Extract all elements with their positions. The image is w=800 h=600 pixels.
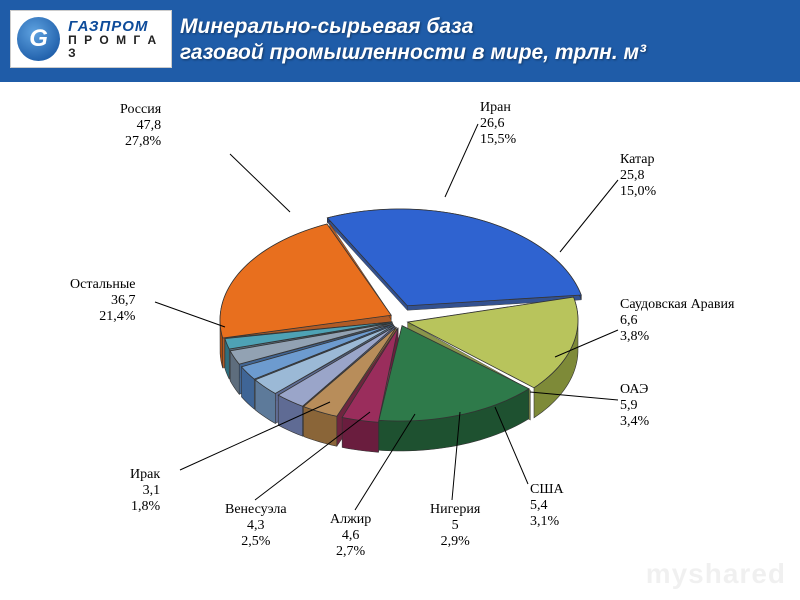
slice-name: Иран: [480, 100, 511, 115]
slice-pct: 2,9%: [441, 534, 470, 549]
slice-label: США5,43,1%: [530, 482, 564, 530]
slice-value: 25,8: [620, 168, 645, 183]
slice-label: ОАЭ5,93,4%: [620, 382, 649, 430]
slice-value: 5: [452, 518, 459, 533]
slide: G ГАЗПРОМ П Р О М Г А З Минерально-сырье…: [0, 0, 800, 600]
slice-label: Ирак3,11,8%: [130, 467, 160, 515]
logo-line1: ГАЗПРОМ: [68, 19, 171, 35]
slice-label: Иран26,615,5%: [480, 100, 516, 148]
slice-name: Катар: [620, 152, 655, 167]
slice-label: Россия47,827,8%: [120, 102, 161, 150]
slice-label: Остальные36,721,4%: [70, 277, 135, 325]
slice-name: Ирак: [130, 467, 160, 482]
slice-name: Россия: [120, 102, 161, 117]
slice-pct: 2,7%: [336, 544, 365, 559]
slice-pct: 3,4%: [620, 414, 649, 429]
slice-name: Венесуэла: [225, 502, 287, 517]
slice-label: Катар25,815,0%: [620, 152, 656, 200]
slice-pct: 27,8%: [125, 134, 161, 149]
slice-label: Саудовская Аравия6,63,8%: [620, 297, 734, 345]
slice-value: 5,9: [620, 398, 638, 413]
slice-pct: 2,5%: [241, 534, 270, 549]
chart-area: myshared Россия47,827,8% Иран26,615,5% Кат…: [0, 82, 800, 600]
logo-glyph: G: [17, 17, 60, 61]
slice-value: 4,6: [342, 528, 360, 543]
slice-value: 36,7: [111, 293, 136, 308]
slice-label: Венесуэла4,32,5%: [225, 502, 287, 550]
watermark: myshared: [646, 558, 786, 590]
slice-pct: 15,0%: [620, 184, 656, 199]
slice-name: ОАЭ: [620, 382, 648, 397]
slice-value: 5,4: [530, 498, 548, 513]
slice-pct: 1,8%: [131, 499, 160, 514]
slice-value: 3,1: [143, 483, 161, 498]
slice-name: Остальные: [70, 277, 135, 292]
slice-pct: 3,8%: [620, 329, 649, 344]
slice-value: 47,8: [137, 118, 162, 133]
slide-title: Минерально-сырьевая база газовой промышл…: [180, 14, 780, 67]
logo-line2: П Р О М Г А З: [68, 34, 171, 59]
slice-value: 4,3: [247, 518, 265, 533]
slice-label: Нигерия52,9%: [430, 502, 480, 550]
slice-name: Нигерия: [430, 502, 480, 517]
slice-value: 26,6: [480, 116, 505, 131]
slice-name: Саудовская Аравия: [620, 297, 734, 312]
logo: G ГАЗПРОМ П Р О М Г А З: [10, 10, 172, 68]
logo-letter: G: [29, 25, 48, 53]
slice-name: США: [530, 482, 564, 497]
slice-pct: 21,4%: [99, 309, 135, 324]
slice-pct: 3,1%: [530, 514, 559, 529]
header-bar: G ГАЗПРОМ П Р О М Г А З Минерально-сырье…: [0, 0, 800, 82]
slice-pct: 15,5%: [480, 132, 516, 147]
slice-label: Алжир4,62,7%: [330, 512, 371, 560]
slice-name: Алжир: [330, 512, 371, 527]
title-line1: Минерально-сырьевая база: [180, 15, 473, 38]
slice-value: 6,6: [620, 313, 638, 328]
logo-text: ГАЗПРОМ П Р О М Г А З: [68, 19, 171, 60]
title-line2: газовой промышленности в мире, трлн. м³: [180, 41, 646, 64]
